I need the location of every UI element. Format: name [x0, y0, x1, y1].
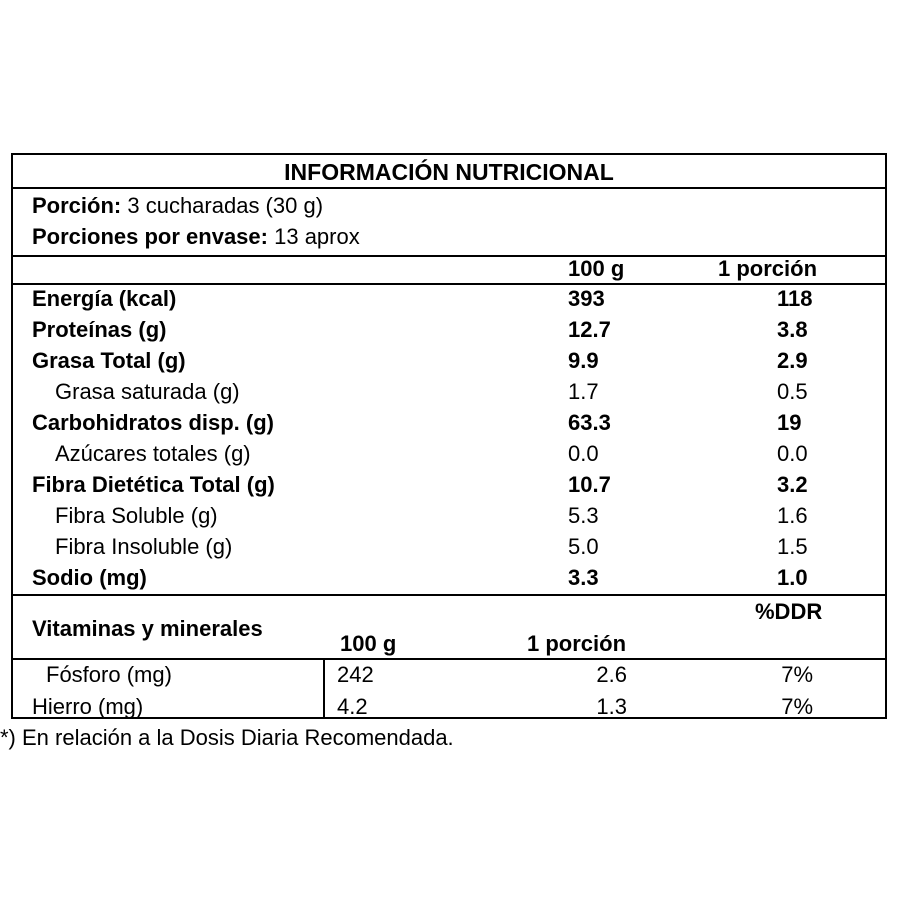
nutrient-name: Fibra Soluble (g)	[55, 503, 218, 528]
vitamin-name: Fósforo (mg)	[46, 662, 172, 687]
nutrient-per100: 10.7	[568, 472, 611, 497]
nutrient-per100: 3.3	[568, 565, 599, 590]
label-title: INFORMACIÓN NUTRICIONAL	[284, 159, 614, 185]
nutrient-per-portion: 118	[777, 286, 813, 311]
nutrient-per100: 5.3	[568, 503, 599, 528]
nutrition-label: INFORMACIÓN NUTRICIONAL Porción: 3 cucha…	[11, 153, 887, 719]
footnote: *) En relación a la Dosis Diaria Recomen…	[0, 725, 454, 750]
nutrient-per-portion: 3.2	[777, 472, 808, 497]
nutrient-per100: 63.3	[568, 410, 611, 435]
servings-line: Porciones por envase: 13 aprox	[32, 224, 360, 250]
vitamin-ddr: 7%	[781, 662, 813, 687]
col-header-100g: 100 g	[568, 256, 625, 281]
nutrient-name: Energía (kcal)	[32, 286, 177, 311]
nutrient-name: Grasa saturada (g)	[55, 379, 240, 404]
divider	[13, 594, 885, 596]
vitamins-heading: Vitaminas y minerales	[32, 616, 263, 641]
nutrient-per100: 393	[568, 286, 605, 311]
nutrient-name: Fibra Dietética Total (g)	[32, 472, 275, 497]
divider	[13, 283, 885, 285]
vitamins-col-portion: 1 porción	[527, 631, 627, 656]
nutrient-per100: 12.7	[568, 317, 611, 342]
vitamins-col-100g: 100 g	[340, 631, 397, 656]
divider	[13, 658, 885, 660]
col-header-portion: 1 porción	[718, 256, 818, 281]
nutrient-name: Grasa Total (g)	[32, 348, 186, 373]
nutrient-per-portion: 19	[777, 410, 802, 435]
servings-value: 13 aprox	[274, 224, 360, 249]
nutrient-per100: 0.0	[568, 441, 599, 466]
divider	[13, 255, 885, 257]
vitamin-per-portion: 1.3	[596, 694, 627, 719]
nutrient-name: Azúcares totales (g)	[55, 441, 251, 466]
nutrient-per-portion: 1.6	[777, 503, 808, 528]
vitamin-ddr: 7%	[781, 694, 813, 719]
nutrient-per-portion: 0.5	[777, 379, 808, 404]
portion-label: Porción:	[32, 193, 122, 218]
nutrient-per-portion: 1.0	[777, 565, 808, 590]
vitamin-per-portion: 2.6	[596, 662, 627, 687]
vitamin-per100: 4.2	[337, 694, 368, 719]
portion-line: Porción: 3 cucharadas (30 g)	[32, 193, 323, 219]
portion-value: 3 cucharadas (30 g)	[127, 193, 324, 218]
nutrient-name: Carbohidratos disp. (g)	[32, 410, 274, 435]
vitamins-col-ddr: %DDR	[755, 599, 823, 624]
column-divider	[323, 658, 325, 719]
nutrient-per100: 1.7	[568, 379, 599, 404]
nutrient-per-portion: 2.9	[777, 348, 808, 373]
nutrient-name: Proteínas (g)	[32, 317, 167, 342]
nutrient-per-portion: 0.0	[777, 441, 808, 466]
nutrient-per100: 9.9	[568, 348, 599, 373]
vitamin-per100: 242	[337, 662, 374, 687]
nutrient-name: Sodio (mg)	[32, 565, 147, 590]
nutrient-per100: 5.0	[568, 534, 599, 559]
nutrient-per-portion: 3.8	[777, 317, 808, 342]
divider	[13, 187, 885, 189]
vitamin-name: Hierro (mg)	[32, 694, 144, 719]
nutrient-name: Fibra Insoluble (g)	[55, 534, 233, 559]
nutrient-per-portion: 1.5	[777, 534, 808, 559]
servings-label: Porciones por envase:	[32, 224, 268, 249]
